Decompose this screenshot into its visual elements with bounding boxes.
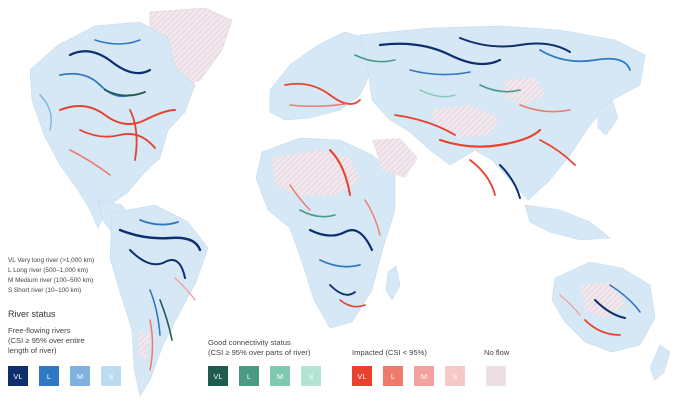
no-flow-label: No flow [484, 348, 510, 357]
asia [359, 25, 646, 201]
madagascar [385, 265, 401, 301]
swatch-good-connectivity-l: L [239, 366, 259, 386]
south-america [109, 204, 209, 397]
swatch-good-connectivity-s: S [301, 366, 321, 386]
rivers-good-connectivity [104, 54, 521, 341]
southeast-asia-islands [524, 204, 611, 241]
no-flow-regions [138, 78, 625, 360]
swatch-impacted-s: S [445, 366, 465, 386]
swatch-free-flowing-s: S [101, 366, 121, 386]
abbr-medium: M Medium river (100–500 km) [8, 277, 94, 284]
impacted-swatches: VL L M S [352, 366, 465, 386]
swatch-free-flowing-vl: VL [8, 366, 28, 386]
no-flow-swatches [486, 366, 506, 386]
swatch-impacted-vl: VL [352, 366, 372, 386]
new-zealand [649, 344, 671, 381]
swatch-good-connectivity-vl: VL [208, 366, 228, 386]
free-flowing-label: Free-flowing rivers (CSI ≥ 95% over enti… [8, 326, 85, 355]
rivers-impacted [59, 82, 621, 371]
europe [269, 31, 373, 121]
swatch-good-connectivity-m: M [270, 366, 290, 386]
free-flowing-swatches: VL L M S [8, 366, 121, 386]
river-length-abbreviations: VL Very long river (>1,000 km) L Long ri… [8, 256, 94, 296]
japan [597, 99, 619, 136]
good-connectivity-label: Good connectivity status (CSI ≥ 95% over… [208, 338, 311, 357]
swatch-no-flow [486, 366, 506, 386]
impacted-label: Impacted (CSI < 95%) [352, 348, 427, 357]
river-status-title: River status [8, 309, 56, 319]
swatch-free-flowing-l: L [39, 366, 59, 386]
abbr-long: L Long river (500–1,000 km) [8, 267, 89, 274]
rivers-free-flowing [39, 37, 641, 336]
swatch-impacted-l: L [383, 366, 403, 386]
swatch-free-flowing-m: M [70, 366, 90, 386]
north-america [29, 21, 196, 229]
landmasses [29, 7, 671, 397]
good-connectivity-swatches: VL L M S [208, 366, 321, 386]
abbr-very-long: VL Very long river (>1,000 km) [8, 257, 95, 264]
swatch-impacted-m: M [414, 366, 434, 386]
abbr-short: S Short river (10–100 km) [8, 287, 82, 294]
